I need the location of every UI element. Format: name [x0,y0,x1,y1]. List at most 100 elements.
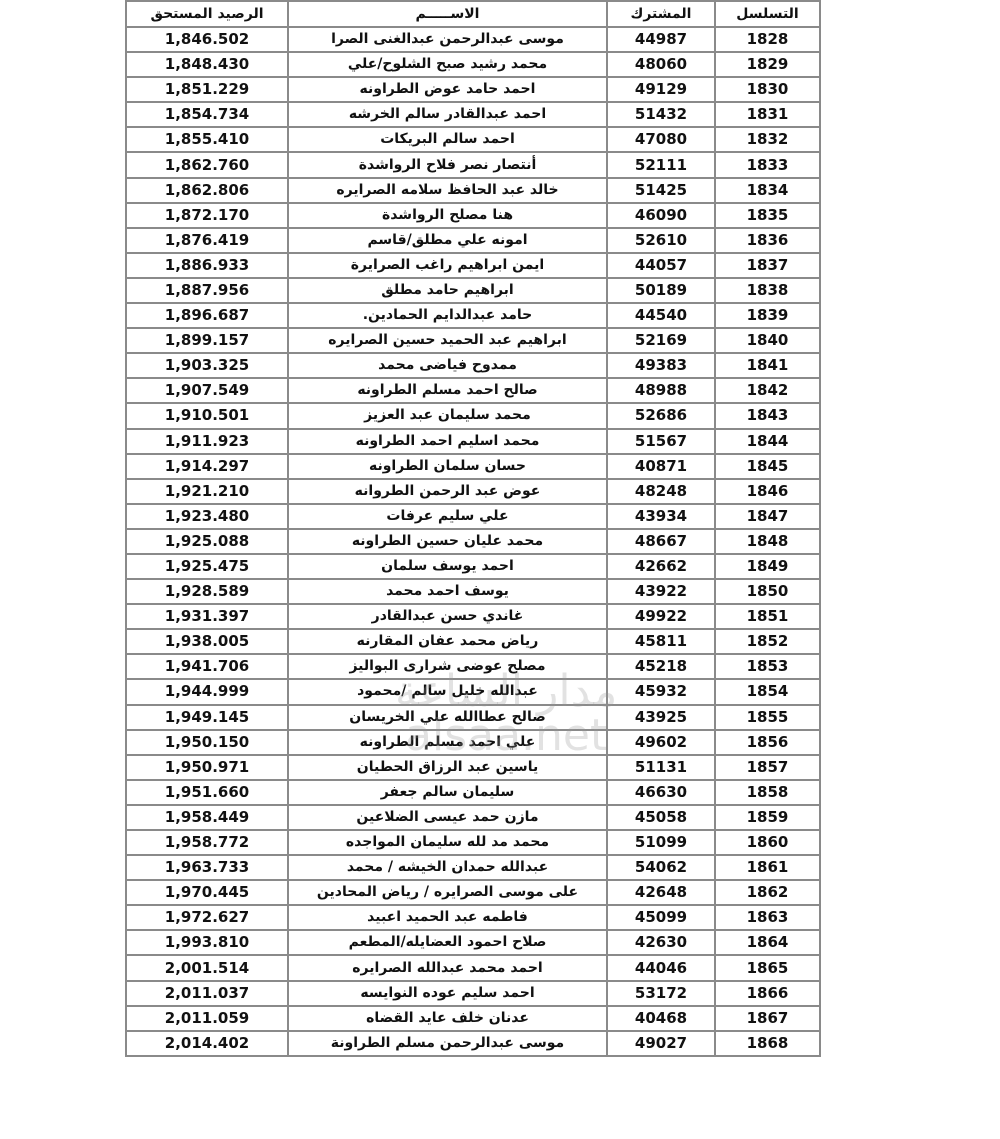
serial-cell: 1867 [714,1004,821,1032]
subscriber-cell: 49027 [606,1029,716,1057]
balance-cell: 2,011.059 [125,1004,289,1032]
name-cell: ممدوح فياضى محمد [287,352,608,380]
name-cell: صلاح احمود العضايله/المطعم [287,929,608,957]
serial-cell: 1863 [714,904,821,932]
serial-cell: 1841 [714,352,821,380]
subscriber-cell: 44987 [606,25,716,54]
serial-cell: 1851 [714,603,821,631]
table-row: 1,862.806 خالد عبد الحافظ سلامه الصرايره 5… [125,176,821,204]
table-row: 1,862.760 أنتصار نصر فلاح الرواشدة 52111 18… [125,151,821,179]
table-row: 1,921.210 عوض عبد الرحمن الطروانه 48248 184… [125,477,821,505]
subscriber-cell: 49602 [606,728,716,756]
balance-cell: 1,911.923 [125,427,289,455]
subscriber-cell: 42648 [606,879,716,907]
balance-cell: 1,910.501 [125,402,289,430]
subscriber-cell: 45099 [606,904,716,932]
subscriber-cell: 53172 [606,979,716,1007]
serial-cell: 1850 [714,578,821,606]
balance-cell: 1,923.480 [125,502,289,530]
serial-cell: 1848 [714,527,821,555]
name-cell: محمد اسليم احمد الطراونه [287,427,608,455]
balance-cell: 1,846.502 [125,25,289,54]
name-cell: فاطمه عبد الحميد اعبيد [287,904,608,932]
balance-cell: 1,949.145 [125,703,289,731]
serial-cell: 1856 [714,728,821,756]
name-cell: امونه علي مطلق/قاسم [287,226,608,254]
name-cell: محمد مد لله سليمان المواجده [287,828,608,857]
subscriber-cell: 48060 [606,51,716,79]
serial-cell: 1834 [714,176,821,204]
name-cell: على موسى الصرايره / رياض المحادين [287,879,608,907]
balance-cell: 1,914.297 [125,452,289,480]
subscriber-cell: 47080 [606,126,716,154]
balance-cell: 1,886.933 [125,251,289,279]
balance-cell: 1,925.088 [125,527,289,555]
name-cell: حامد عبدالدايم الحمادين. [287,302,608,330]
balance-cell: 1,907.549 [125,377,289,405]
balance-cell: 1,862.760 [125,151,289,179]
serial-cell: 1844 [714,427,821,455]
table-row: 1,993.810 صلاح احمود العضايله/المطعم 42630… [125,929,821,957]
name-cell: عبدالله خليل سالم /محمود [287,678,608,706]
table-row: 1,910.501 محمد سليمان عبد العزيز 52686 1843 [125,402,821,430]
name-cell: غاندي حسن عبدالقادر [287,603,608,631]
table-row: 1,914.297 حسان سلمان الطراونه 40871 1845 [125,452,821,480]
balance-cell: 1,963.733 [125,854,289,882]
balance-cell: 2,011.037 [125,979,289,1007]
table-row: 1,950.971 ياسين عبد الرزاق الحطيان 51131 18… [125,753,821,781]
name-cell: مازن حمد عيسى الضلاعين [287,803,608,832]
balance-cell: 1,855.410 [125,126,289,154]
table-row: 1,931.397 غاندي حسن عبدالقادر 49922 1851 [125,603,821,631]
name-cell: احمد محمد عبدالله الصرايره [287,954,608,982]
subscriber-cell: 52610 [606,226,716,254]
serial-cell: 1828 [714,25,821,54]
balance-cell: 1,931.397 [125,603,289,631]
serial-cell: 1846 [714,477,821,505]
subscriber-cell: 45932 [606,678,716,706]
header-serial: التسلسل [714,0,821,28]
balance-cell: 1,899.157 [125,327,289,355]
serial-cell: 1840 [714,327,821,355]
name-cell: سليمان سالم جعفر [287,778,608,806]
serial-cell: 1831 [714,101,821,129]
serial-cell: 1860 [714,828,821,857]
serial-cell: 1838 [714,276,821,305]
table-row: 1,899.157 ابراهيم عبد الحميد حسين الصراير… [125,327,821,355]
serial-cell: 1832 [714,126,821,154]
serial-cell: 1861 [714,854,821,882]
subscriber-cell: 48248 [606,477,716,505]
serial-cell: 1830 [714,76,821,104]
balance-cell: 1,950.971 [125,753,289,781]
name-cell: حسان سلمان الطراونه [287,452,608,480]
name-cell: احمد عبدالقادر سالم الخرشه [287,101,608,129]
serial-cell: 1865 [714,954,821,982]
balance-cell: 1,951.660 [125,778,289,806]
table-row: 2,014.402 موسى عبدالرحمن مسلم الطراونة 490… [125,1029,821,1057]
table-row: 1,896.687 حامد عبدالدايم الحمادين. 44540 18… [125,302,821,330]
name-cell: محمد رشيد صبح الشلوح/علي [287,51,608,79]
balance-cell: 1,993.810 [125,929,289,957]
balance-cell: 1,925.475 [125,552,289,581]
subscriber-cell: 43925 [606,703,716,731]
subscriber-cell: 45058 [606,803,716,832]
table-row: 1,949.145 صالح عطاالله علي الخريسان 43925 1… [125,703,821,731]
serial-cell: 1839 [714,302,821,330]
serial-cell: 1842 [714,377,821,405]
serial-cell: 1837 [714,251,821,279]
balance-cell: 2,014.402 [125,1029,289,1057]
serial-cell: 1857 [714,753,821,781]
serial-cell: 1858 [714,778,821,806]
name-cell: ايمن ابراهيم راغب الصرايرة [287,251,608,279]
balance-cell: 1,848.430 [125,51,289,79]
balance-cell: 1,944.999 [125,678,289,706]
table-row: 1,855.410 احمد سالم البريكات 47080 1832 [125,126,821,154]
balance-cell: 1,938.005 [125,628,289,656]
name-cell: احمد حامد عوض الطراونه [287,76,608,104]
table-row: 1,951.660 سليمان سالم جعفر 46630 1858 [125,778,821,806]
balance-cell: 1,896.687 [125,302,289,330]
balance-cell: 1,928.589 [125,578,289,606]
table-row: 1,950.150 علي احمد مسلم الطراونه 49602 1856 [125,728,821,756]
name-cell: ياسين عبد الرزاق الحطيان [287,753,608,781]
serial-cell: 1829 [714,51,821,79]
subscriber-cell: 48667 [606,527,716,555]
